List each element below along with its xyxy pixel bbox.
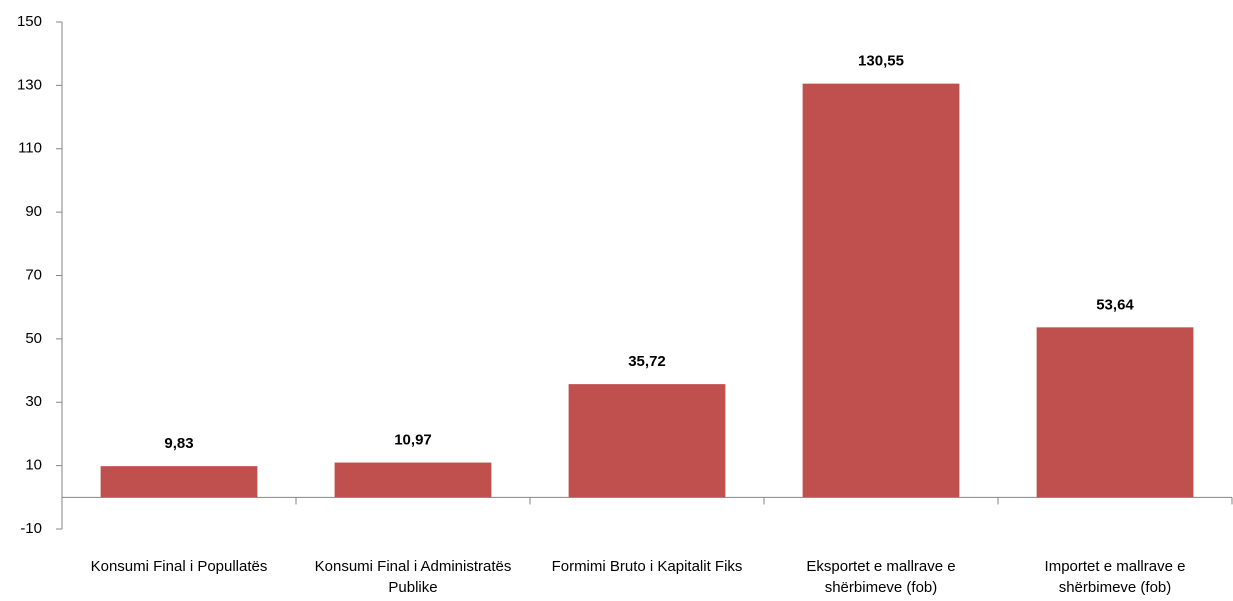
data-label: 35,72 [628, 353, 666, 370]
data-label: 130,55 [858, 53, 904, 70]
y-tick-label: 10 [25, 457, 42, 474]
bar [1036, 327, 1194, 498]
x-tick-label: Konsumi Final i Administratës Publike [314, 558, 512, 596]
bar [802, 83, 960, 498]
bar [334, 462, 492, 498]
data-label: 9,83 [164, 435, 193, 452]
bar [100, 466, 258, 498]
x-tick-label: Formimi Bruto i Kapitalit Fiks [551, 558, 743, 575]
x-tick-label: Konsumi Final i Popullatës [90, 558, 268, 575]
data-label: 10,97 [394, 432, 432, 449]
data-label: 53,64 [1096, 296, 1134, 313]
y-tick-label: 70 [25, 266, 42, 283]
y-tick-label: 130 [17, 76, 42, 93]
y-tick-label: 30 [25, 393, 42, 410]
bar [568, 384, 726, 498]
y-tick-label: 50 [25, 330, 42, 347]
x-tick-label: Importet e mallrave e shërbimeve (fob) [1044, 558, 1186, 596]
y-tick-label: 150 [17, 13, 42, 30]
y-tick-label: 90 [25, 203, 42, 220]
x-tick-label: Eksportet e mallrave e shërbimeve (fob) [806, 558, 956, 596]
y-tick-label: 110 [18, 140, 42, 157]
y-tick-label: -10 [20, 520, 42, 537]
